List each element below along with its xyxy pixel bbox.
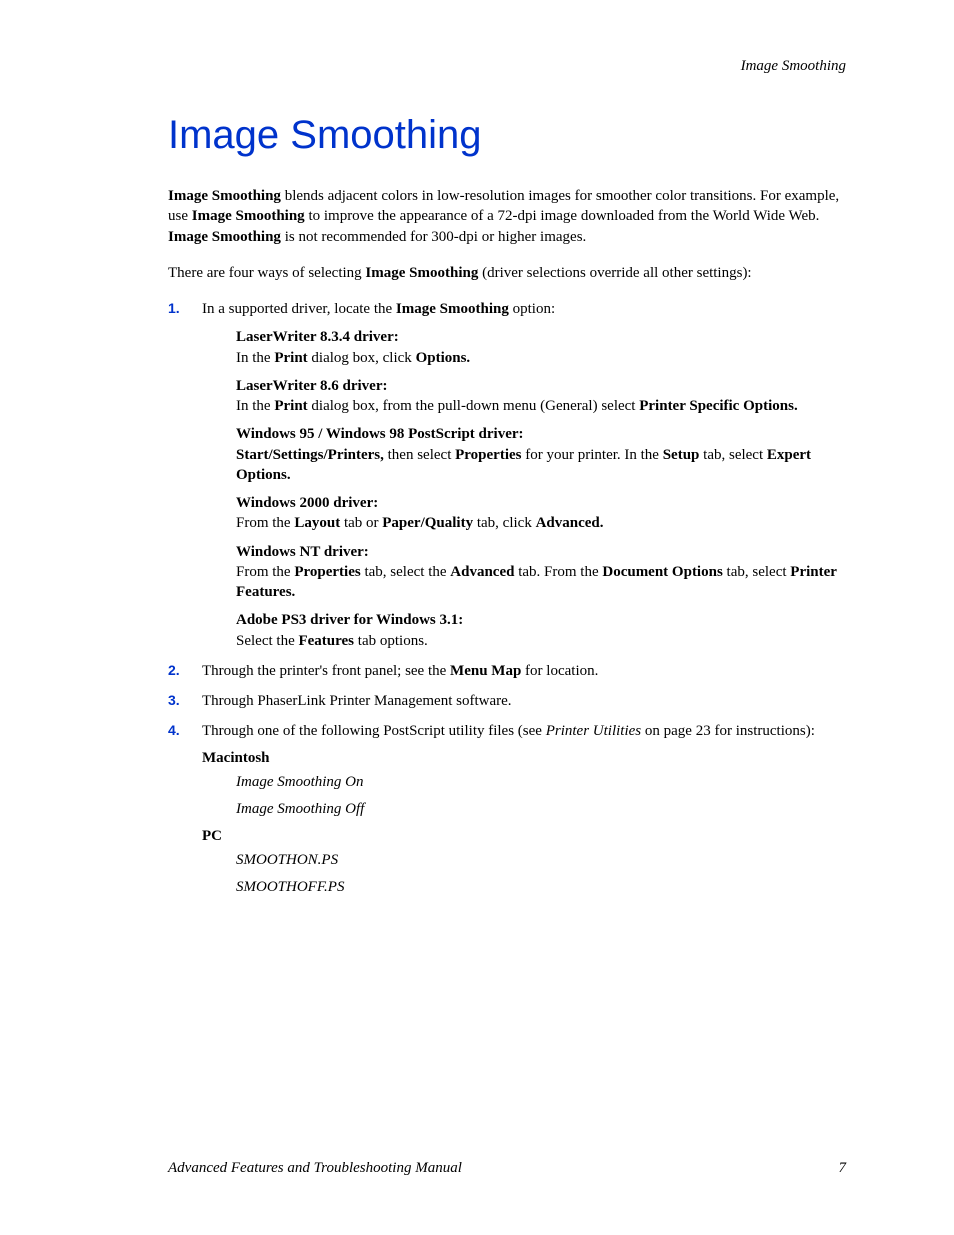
term: Image Smoothing [168,188,281,204]
text: then select [384,447,455,463]
page: Image Smoothing Image Smoothing Image Sm… [0,0,954,1235]
running-head: Image Smoothing [168,58,846,75]
steps-list: In a supported driver, locate the Image … [168,299,846,898]
intro-paragraph-2: There are four ways of selecting Image S… [168,263,846,283]
driver-win95-98: Windows 95 / Windows 98 PostScript drive… [236,424,846,485]
driver-adobe-ps3: Adobe PS3 driver for Windows 3.1: Select… [236,610,846,651]
term: Image Smoothing [192,208,305,224]
driver-title: LaserWriter 8.3.4 driver: [236,327,846,347]
term: Properties [455,447,521,463]
term: Features [298,633,354,649]
text: In a supported driver, locate the [202,301,396,317]
step-2: Through the printer's front panel; see t… [168,661,846,681]
step-4: Through one of the following PostScript … [168,721,846,898]
term: Menu Map [450,663,521,679]
pc-item: SMOOTHON.PS [236,850,846,871]
pc-item: SMOOTHOFF.PS [236,877,846,898]
text: Through one of the following PostScript … [202,723,546,739]
driver-title: Windows 95 / Windows 98 PostScript drive… [236,424,846,444]
term: Start/Settings/Printers, [236,447,384,463]
text: Select the [236,633,298,649]
text: There are four ways of selecting [168,265,365,281]
pc-label: PC [202,826,846,846]
term: Document Options [602,564,722,580]
driver-winnt: Windows NT driver: From the Properties t… [236,542,846,603]
mac-item: Image Smoothing Off [236,799,846,820]
text: tab, click [473,515,535,531]
text: to improve the appearance of a 72-dpi im… [305,208,820,224]
intro-paragraph-1: Image Smoothing blends adjacent colors i… [168,186,846,247]
term: Layout [294,515,340,531]
term: Properties [294,564,360,580]
term: Image Smoothing [396,301,509,317]
driver-title: Windows NT driver: [236,542,846,562]
driver-title: LaserWriter 8.6 driver: [236,376,846,396]
page-number: 7 [839,1160,847,1177]
term: Advanced [450,564,514,580]
term: Print [274,350,307,366]
driver-laserwriter-834: LaserWriter 8.3.4 driver: In the Print d… [236,327,846,368]
text: is not recommended for 300-dpi or higher… [281,229,586,245]
text: In the [236,350,274,366]
text: (driver selections override all other se… [478,265,751,281]
text: on page 23 for instructions): [641,723,815,739]
driver-title: Adobe PS3 driver for Windows 3.1: [236,610,846,630]
driver-win2000: Windows 2000 driver: From the Layout tab… [236,493,846,534]
term: Paper/Quality [382,515,473,531]
mac-item: Image Smoothing On [236,772,846,793]
text: tab. From the [514,564,602,580]
text: dialog box, click [308,350,416,366]
text: tab, select the [361,564,451,580]
text: dialog box, from the pull-down menu (Gen… [308,398,640,414]
term: Image Smoothing [365,265,478,281]
text: tab, select [699,447,766,463]
step-3: Through PhaserLink Printer Management so… [168,691,846,711]
page-footer: Advanced Features and Troubleshooting Ma… [168,1160,846,1177]
text: In the [236,398,274,414]
text: From the [236,515,294,531]
term: Options. [416,350,471,366]
text: option: [509,301,555,317]
text: tab or [340,515,382,531]
term: Print [274,398,307,414]
term: Setup [663,447,700,463]
text: tab options. [354,633,428,649]
page-title: Image Smoothing [168,113,846,158]
text: for location. [521,663,598,679]
term: Printer Specific Options. [639,398,797,414]
term: Image Smoothing [168,229,281,245]
text: tab, select [723,564,790,580]
driver-laserwriter-86: LaserWriter 8.6 driver: In the Print dia… [236,376,846,417]
step-1: In a supported driver, locate the Image … [168,299,846,651]
driver-title: Windows 2000 driver: [236,493,846,513]
term: Advanced. [536,515,604,531]
ref: Printer Utilities [546,723,641,739]
text: From the [236,564,294,580]
text: Through the printer's front panel; see t… [202,663,450,679]
text: for your printer. In the [522,447,663,463]
macintosh-label: Macintosh [202,748,846,768]
footer-title: Advanced Features and Troubleshooting Ma… [168,1160,462,1177]
text: Through PhaserLink Printer Management so… [202,693,512,709]
